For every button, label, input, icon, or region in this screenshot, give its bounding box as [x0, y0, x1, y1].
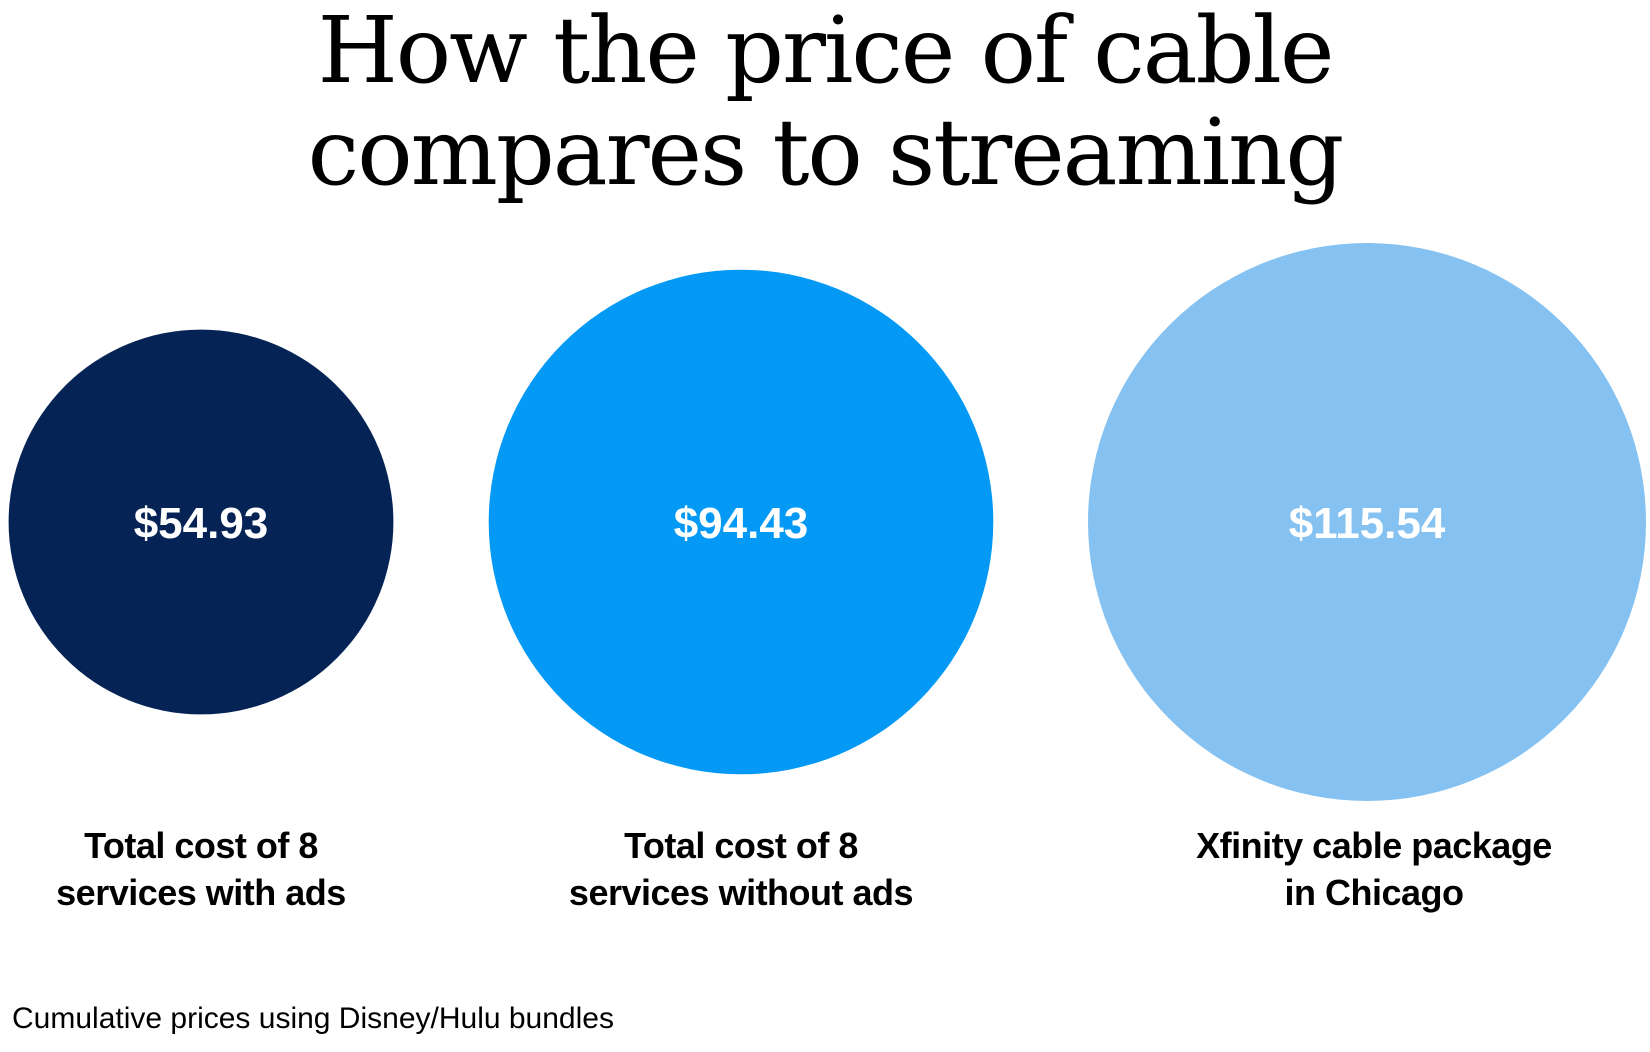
footnote: Cumulative prices using Disney/Hulu bund… — [12, 1002, 614, 1035]
title-line-1: How the price of cable — [317, 0, 1335, 104]
title-line-2: compares to streaming — [307, 99, 1345, 206]
label-line: Total cost of 8 — [84, 825, 318, 866]
category-label-with-ads: Total cost of 8 services with ads — [0, 822, 461, 916]
chart-title: How the price of cable compares to strea… — [0, 0, 1650, 204]
bubble-3 — [1088, 243, 1646, 801]
bubble-2 — [488, 269, 994, 775]
label-line: Xfinity cable package — [1196, 825, 1552, 866]
category-label-without-ads: Total cost of 8 services without ads — [481, 822, 1001, 916]
label-line: services without ads — [568, 872, 914, 913]
value-label-3: $115.54 — [1289, 499, 1446, 548]
label-line: Total cost of 8 — [624, 825, 858, 866]
category-label-xfinity: Xfinity cable package in Chicago — [1114, 822, 1634, 916]
value-label-2: $94.43 — [674, 499, 809, 548]
label-line: in Chicago — [1284, 872, 1464, 913]
label-line: services with ads — [56, 872, 346, 913]
value-label-1: $54.93 — [134, 499, 269, 548]
bubble-1 — [8, 329, 394, 715]
